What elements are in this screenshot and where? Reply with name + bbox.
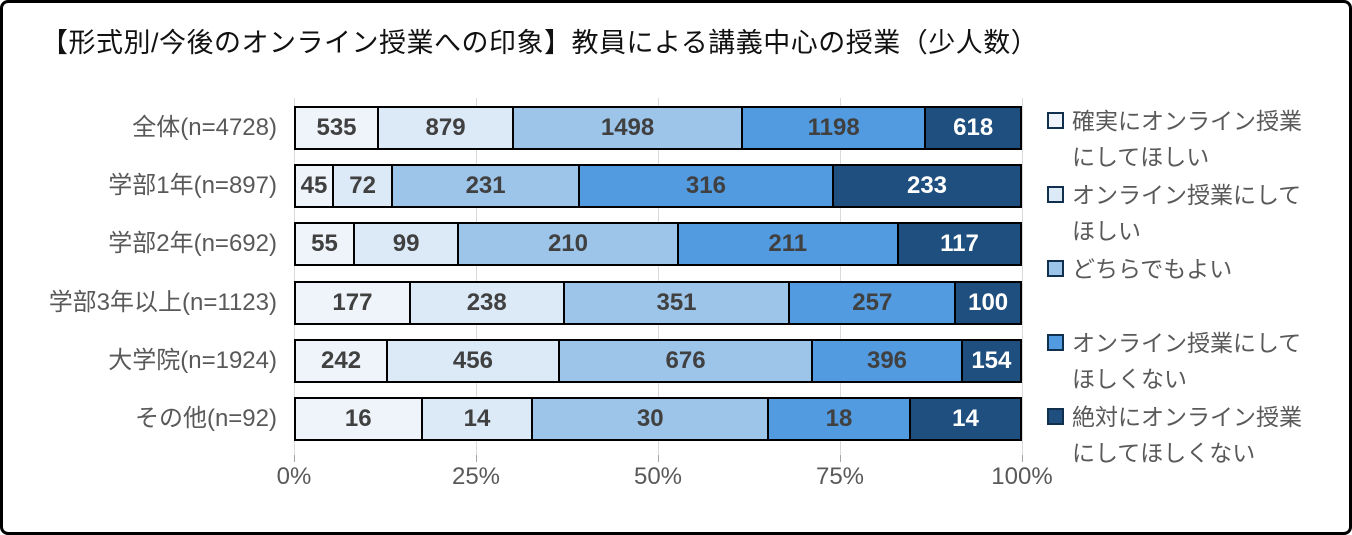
bar-segment: 45 bbox=[296, 166, 332, 206]
bar-row-大学院(n=1924): 242 456 676 396 154 bbox=[294, 339, 1022, 383]
axis-tick-100% bbox=[1022, 455, 1023, 462]
legend-item: オンライン授業にして ほしい bbox=[1047, 177, 1349, 251]
gridline-100% bbox=[1022, 98, 1023, 455]
chart-title: 【形式別/今後のオンライン授業への印象】教員による講義中心の授業（少人数） bbox=[41, 28, 1039, 58]
bar-segment: 233 bbox=[832, 166, 1020, 206]
bar-segment: 100 bbox=[954, 283, 1020, 323]
bar-segment: 676 bbox=[557, 341, 812, 381]
legend-label: 確実にオンライン授業 にしてほしい bbox=[1072, 108, 1302, 170]
bar-row-学部1年(n=897): 45 72 231 316 233 bbox=[294, 164, 1022, 208]
x-axis-label: 25% bbox=[451, 463, 501, 490]
bar-segment: 535 bbox=[296, 108, 378, 148]
bar-segment: 55 bbox=[296, 224, 353, 264]
legend-swatch-icon bbox=[1047, 112, 1064, 129]
legend-label: オンライン授業にして ほしくない bbox=[1072, 330, 1302, 392]
category-label: 大学院(n=1924) bbox=[108, 347, 277, 374]
legend-swatch-icon bbox=[1047, 186, 1064, 203]
bar-segment: 210 bbox=[457, 224, 677, 264]
x-axis-label: 100% bbox=[991, 463, 1053, 490]
legend-item: 確実にオンライン授業 にしてほしい bbox=[1047, 103, 1349, 177]
legend-label: オンライン授業にして ほしい bbox=[1072, 182, 1302, 244]
legend-swatch-icon bbox=[1047, 408, 1064, 425]
bar-segment: 14 bbox=[909, 399, 1020, 439]
bar-segment: 351 bbox=[562, 283, 789, 323]
bar-segment: 257 bbox=[788, 283, 955, 323]
axis-tick-75% bbox=[840, 455, 841, 462]
bar-segment: 1198 bbox=[740, 108, 925, 148]
bar-segment: 396 bbox=[811, 341, 961, 381]
bar-segment: 618 bbox=[924, 108, 1020, 148]
bar-row-学部2年(n=692): 55 99 210 211 117 bbox=[294, 222, 1022, 266]
legend-label: どちらでもよい bbox=[1072, 256, 1233, 282]
x-axis-label: 50% bbox=[633, 463, 683, 490]
legend-item: どちらでもよい bbox=[1047, 251, 1349, 325]
legend-item: オンライン授業にして ほしくない bbox=[1047, 325, 1349, 399]
bar-segment: 177 bbox=[296, 283, 409, 323]
bar-segment: 879 bbox=[377, 108, 513, 148]
bar-segment: 1498 bbox=[512, 108, 741, 148]
bar-segment: 242 bbox=[296, 341, 387, 381]
bar-segment: 238 bbox=[408, 283, 563, 323]
category-label: 学部1年(n=897) bbox=[108, 172, 277, 199]
bar-segment: 16 bbox=[296, 399, 421, 439]
x-axis-label: 75% bbox=[815, 463, 865, 490]
bar-row-学部3年以上(n=1123): 177 238 351 257 100 bbox=[294, 281, 1022, 325]
bar-segment: 72 bbox=[331, 166, 392, 206]
bar-segment: 231 bbox=[391, 166, 578, 206]
category-label: 学部2年(n=692) bbox=[108, 230, 277, 257]
legend-swatch-icon bbox=[1047, 260, 1064, 277]
bar-segment: 211 bbox=[676, 224, 897, 264]
bar-segment: 99 bbox=[352, 224, 458, 264]
legend-item: 絶対にオンライン授業 にしてほしくない bbox=[1047, 399, 1349, 473]
category-label: 学部3年以上(n=1123) bbox=[48, 289, 277, 316]
bar-segment: 30 bbox=[531, 399, 767, 439]
bar-segment: 154 bbox=[960, 341, 1021, 381]
category-label: 全体(n=4728) bbox=[132, 114, 277, 141]
gridline-75% bbox=[840, 98, 841, 455]
gridline-0% bbox=[294, 98, 295, 455]
axis-tick-25% bbox=[476, 455, 477, 462]
axis-tick-50% bbox=[658, 455, 659, 462]
bar-row-その他(n=92): 16 14 30 18 14 bbox=[294, 397, 1022, 441]
axis-tick-0% bbox=[294, 455, 295, 462]
category-label: その他(n=92) bbox=[134, 405, 277, 432]
bar-segment: 14 bbox=[420, 399, 532, 439]
bar-segment: 316 bbox=[577, 166, 833, 206]
legend-label: 絶対にオンライン授業 にしてほしくない bbox=[1072, 404, 1302, 466]
x-axis-label: 0% bbox=[276, 463, 312, 490]
gridline-50% bbox=[658, 98, 659, 455]
bar-segment: 18 bbox=[766, 399, 910, 439]
bar-row-全体(n=4728): 535 879 1498 1198 618 bbox=[294, 106, 1022, 150]
legend: 確実にオンライン授業 にしてほしい オンライン授業にして ほしいどちらでもよいオン… bbox=[1047, 103, 1349, 473]
bar-segment: 117 bbox=[896, 224, 1020, 264]
bar-segment: 456 bbox=[386, 341, 558, 381]
gridline-25% bbox=[476, 98, 477, 455]
legend-swatch-icon bbox=[1047, 334, 1064, 351]
plot-area: 535 879 1498 1198 618 45 72 231 316 233 55 99 210 211… bbox=[294, 98, 1023, 462]
